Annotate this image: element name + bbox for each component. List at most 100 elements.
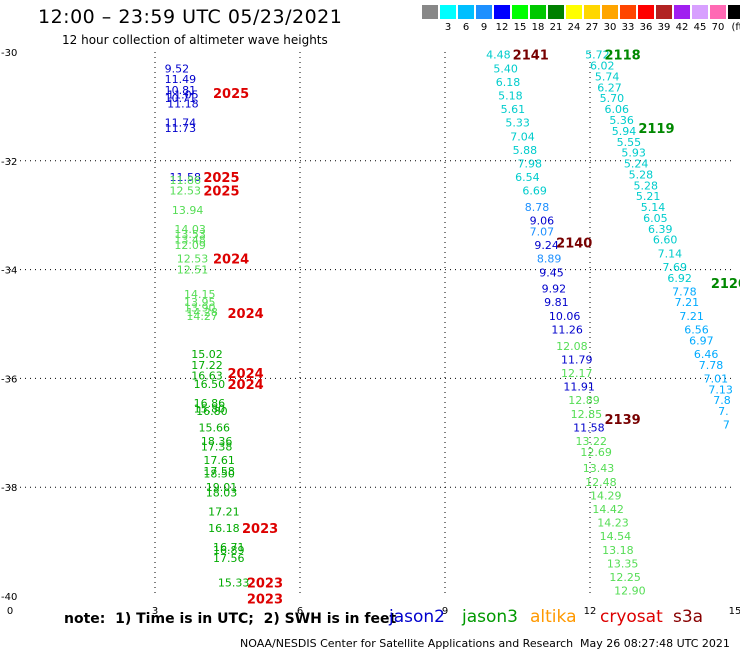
pass-time-label: 2119 [638,122,674,137]
wave-height-label: 9.92 [542,283,567,296]
wave-height-label: 5.36 [609,114,634,127]
wave-height-label: 7.8 [713,394,731,407]
wave-height-label: 9.06 [530,215,555,228]
legend-label: 9 [480,22,488,33]
wave-height-label: 9.81 [544,296,569,309]
pass-time-label: 2025 [203,171,239,186]
wave-height-label: 7.13 [708,383,733,396]
wave-height-label: 12.69 [580,446,612,459]
pass-time-label: 2024 [228,307,264,322]
wave-height-label: 14.42 [592,503,624,516]
legend-swatch [620,5,636,19]
legend-label: 3 [444,22,452,33]
wave-height-label: 5.74 [595,70,620,83]
wave-height-label: 11.26 [551,323,583,336]
legend-swatch [548,5,564,19]
satellite-label: s3a [673,607,704,627]
wave-height-label: 11.86 [170,174,202,187]
wave-height-label: 7.14 [658,247,683,260]
pass-time-label: 2024 [213,253,249,268]
x-tick-label: 12 [584,606,597,617]
pass-time-label: 2025 [203,185,239,200]
wave-height-label: 14.15 [184,288,216,301]
wave-height-label: 18.03 [206,487,238,500]
wave-height-label: 5.72 [585,49,610,62]
y-tick-label: -32 [1,157,17,168]
wave-height-label: 7. [718,405,729,418]
wave-height-label: 13.95 [184,296,216,309]
wave-height-label: 5.33 [505,117,529,130]
wave-height-label: 16.18 [208,522,240,535]
wave-height-label: 5.24 [624,158,649,171]
wave-height-label: 14.28 [186,306,218,319]
wave-height-label: 5.94 [612,125,637,138]
legend-label: 6 [462,22,470,33]
x-tick-label: 6 [297,606,303,617]
legend-swatch [494,5,510,19]
wave-height-label: 7.21 [675,296,700,309]
wave-height-label: 9.24 [534,239,559,252]
wave-height-label: 13.94 [172,204,204,217]
wave-height-label: 14.54 [600,530,632,543]
wave-height-label: 5.18 [498,90,522,103]
wave-height-label: 12.85 [571,408,603,421]
legend-swatch [638,5,654,19]
wave-height-label: 11.74 [165,117,197,130]
y-tick-label: -38 [1,483,17,494]
legend-label: 45 [693,22,707,33]
legend-label: 33 [621,22,635,33]
wave-height-label: 6.39 [648,223,673,236]
wave-height-label: 7.98 [518,158,543,171]
wave-height-label: 12.17 [561,367,593,380]
pass-time-label: 2141 [513,49,549,64]
wave-height-label: 4.48 [486,49,511,62]
wave-height-label: 12.48 [585,476,617,489]
y-tick-label: -36 [1,374,17,385]
legend-swatch [674,5,690,19]
satellite-label: jason3 [462,607,518,627]
wave-height-label: 7 [723,419,730,432]
wave-height-label: 7.78 [672,285,697,298]
wave-height-label: 10.06 [549,310,581,323]
pass-time-label: 2139 [605,413,641,428]
wave-height-label: 13.90 [184,302,216,315]
note-text: note: 1) Time is in UTC; 2) SWH is in fe… [64,611,397,627]
wave-height-label: 5.28 [629,168,654,181]
legend-label: 24 [567,22,581,33]
legend-label: 70 [711,22,725,33]
wave-height-label: 14.29 [590,489,622,502]
legend-label: 39 [657,22,671,33]
pass-time-label: 2118 [605,49,641,64]
wave-height-label: 12.08 [556,340,588,353]
wave-height-label: 6.97 [689,334,714,347]
wave-height-label: 16.50 [194,378,226,391]
wave-height-label: 15.80 [194,402,226,415]
wave-height-label: 11.79 [561,353,593,366]
wave-height-label: 17.38 [201,440,233,453]
pass-time-label: 2023 [242,522,278,537]
y-tick-label: -34 [1,266,17,277]
credit-text: NOAA/NESDIS Center for Satellite Applica… [240,637,574,650]
wave-height-label: 6.92 [667,272,692,285]
wave-height-label: 14.27 [186,310,218,323]
legend-swatch [566,5,582,19]
legend-swatch [530,5,546,19]
wave-height-label: 6.56 [684,323,709,336]
legend-swatch [476,5,492,19]
wave-height-label: 11.58 [170,171,202,184]
legend-swatch [602,5,618,19]
wave-height-label: 13.53 [174,228,206,241]
wave-height-label: 7.04 [510,130,535,143]
wave-height-label: 5.21 [636,190,661,203]
legend-label: 27 [585,22,599,33]
wave-height-label: 17.56 [213,552,245,565]
legend-label: 15 [513,22,527,33]
pass-time-label: 2023 [247,593,283,608]
legend-label: 21 [549,22,563,33]
wave-height-label: 6.18 [496,76,521,89]
wave-height-label: 10.71 [165,92,197,105]
wave-height-label: 12.25 [609,571,641,584]
wave-height-label: 17.61 [203,454,235,467]
wave-height-label: 12.09 [174,239,206,252]
